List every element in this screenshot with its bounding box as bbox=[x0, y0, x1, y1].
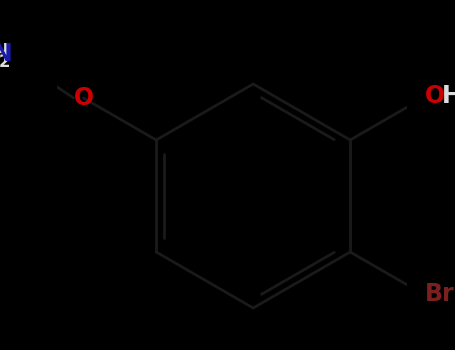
Text: H: H bbox=[0, 42, 11, 66]
Text: N: N bbox=[0, 42, 12, 66]
Text: O: O bbox=[73, 86, 94, 110]
Text: Br: Br bbox=[425, 282, 454, 306]
Text: O: O bbox=[425, 84, 445, 108]
Text: H: H bbox=[441, 84, 455, 108]
Text: 2: 2 bbox=[0, 53, 10, 71]
